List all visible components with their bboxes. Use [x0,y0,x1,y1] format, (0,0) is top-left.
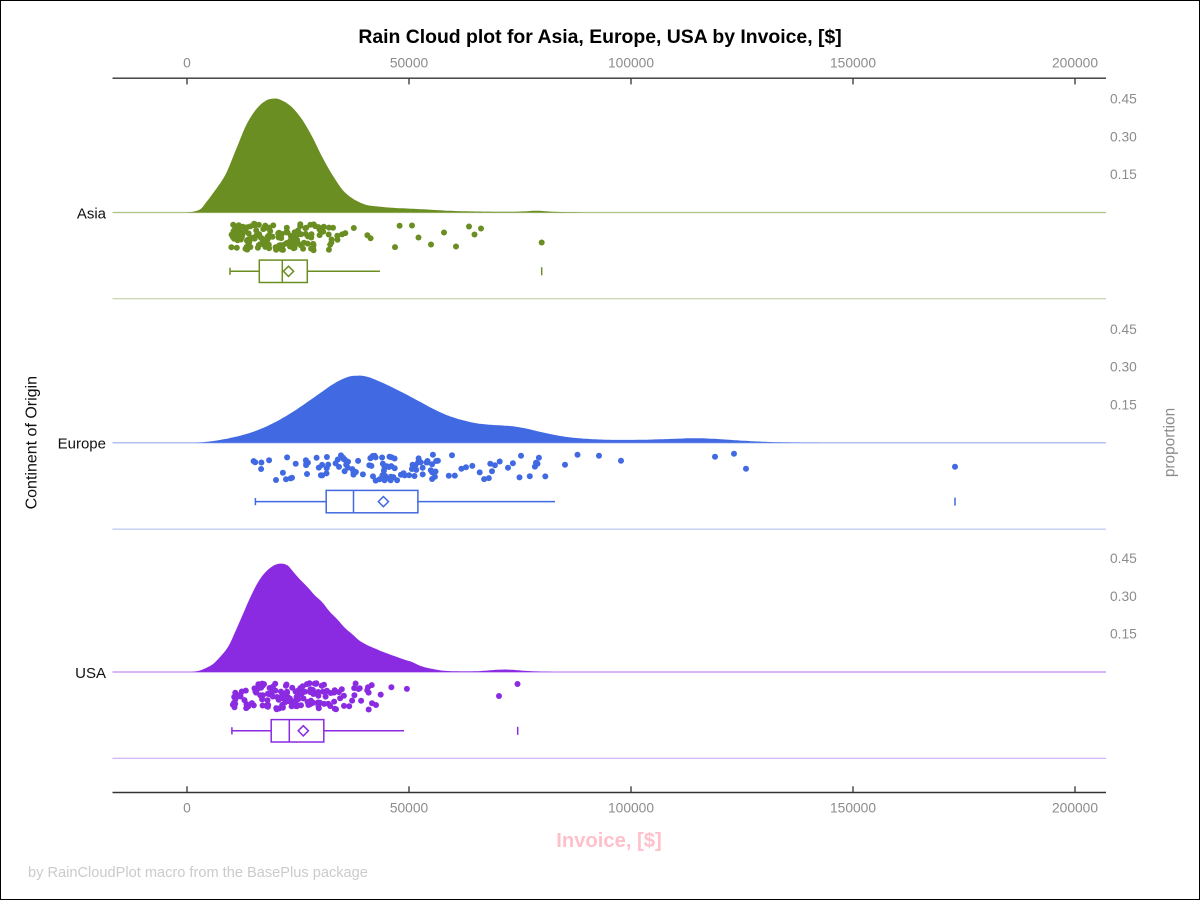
svg-text:0.30: 0.30 [1110,129,1137,144]
svg-text:100000: 100000 [608,56,654,71]
svg-text:0.45: 0.45 [1110,92,1137,107]
svg-text:200000: 200000 [1052,801,1098,816]
svg-text:0: 0 [183,56,191,71]
svg-text:150000: 150000 [830,56,876,71]
svg-text:200000: 200000 [1052,56,1098,71]
svg-text:0.15: 0.15 [1110,167,1137,182]
svg-text:Europe: Europe [58,436,106,453]
svg-text:by RainCloudPlot macro from th: by RainCloudPlot macro from the BasePlus… [28,865,368,881]
svg-text:Continent of Origin: Continent of Origin [23,376,40,509]
svg-text:USA: USA [75,665,106,682]
svg-text:0.30: 0.30 [1110,360,1137,375]
svg-text:50000: 50000 [390,801,429,816]
svg-text:150000: 150000 [830,801,876,816]
svg-text:Rain Cloud plot for Asia, Euro: Rain Cloud plot for Asia, Europe, USA by… [358,26,841,48]
svg-text:0.30: 0.30 [1110,589,1137,604]
svg-text:Asia: Asia [77,205,107,222]
svg-text:0: 0 [183,801,191,816]
svg-text:0.45: 0.45 [1110,322,1137,337]
svg-text:0.15: 0.15 [1110,398,1137,413]
svg-text:Invoice, [$]: Invoice, [$] [556,830,661,852]
svg-text:50000: 50000 [390,56,429,71]
svg-text:0.45: 0.45 [1110,551,1137,566]
svg-text:proportion: proportion [1162,408,1179,477]
svg-text:0.15: 0.15 [1110,627,1137,642]
svg-text:100000: 100000 [608,801,654,816]
